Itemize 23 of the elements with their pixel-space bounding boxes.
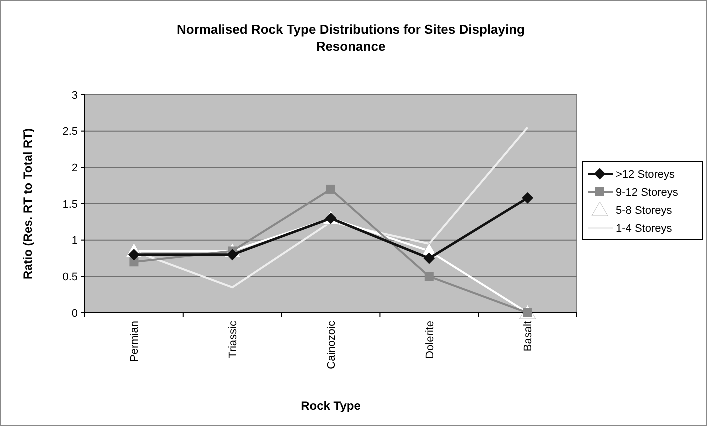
legend-label: 1-4 Storeys	[616, 222, 673, 235]
y-tick-label: 0	[72, 308, 78, 320]
x-tick-label: Dolerite	[424, 321, 436, 359]
point	[326, 184, 336, 194]
y-tick-label: 2.5	[62, 126, 78, 138]
point	[424, 253, 435, 264]
x-tick-label: Triassic	[227, 320, 240, 358]
x-axis-title: Rock Type	[301, 399, 362, 413]
x-tick-label: Cainozoic	[326, 320, 338, 370]
legend-label: 9-12 Storeys	[616, 186, 679, 199]
x-tick-label: Permian	[129, 321, 142, 362]
y-axis-title: Ratio (Res. RT to Total RT)	[21, 128, 35, 280]
legend-label: >12 Storeys	[616, 168, 676, 181]
chart-title: Normalised Rock Type Distributions for Sites Displaying Resonance	[177, 22, 526, 54]
y-tick-label: 1.5	[62, 198, 78, 211]
y-tick-label: 1	[72, 235, 78, 248]
legend-label: 5-8 Storeys	[616, 204, 673, 217]
y-tick-label: 0.5	[62, 272, 78, 284]
x-tick-label: Basalt	[522, 321, 535, 352]
point	[522, 192, 534, 204]
y-tick-label: 3	[72, 90, 78, 102]
point	[424, 272, 434, 282]
y-tick-label: 2	[72, 162, 78, 175]
